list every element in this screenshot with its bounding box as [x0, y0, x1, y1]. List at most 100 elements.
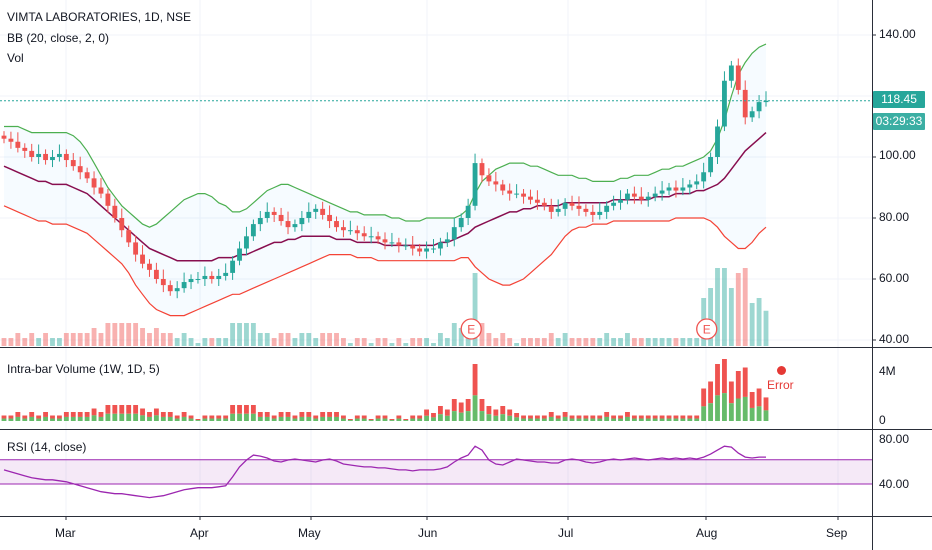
ibv-bar-sell — [541, 415, 547, 419]
volume-bar — [659, 338, 665, 346]
volume-bar — [735, 273, 741, 346]
ibv-bar-buy — [292, 418, 298, 421]
ibv-bar-buy — [368, 420, 374, 421]
ibv-bar-sell — [8, 415, 14, 419]
ibv-bar-sell — [458, 402, 464, 413]
volume-bar — [763, 310, 769, 346]
candle-body — [673, 187, 679, 191]
volume-bar — [722, 268, 727, 346]
ibv-bar-buy — [479, 411, 485, 421]
ibv-bar-sell — [271, 415, 277, 419]
ibv-bar-sell — [22, 415, 28, 419]
earnings-marker-icon[interactable]: E — [460, 318, 482, 340]
ibv-bar-sell — [98, 412, 104, 417]
ibv-bar-sell — [701, 388, 707, 407]
volume-bar — [507, 338, 513, 346]
volume-bar — [555, 338, 561, 346]
vol-legend[interactable]: Vol — [7, 51, 24, 65]
bb-legend[interactable]: BB (20, close, 2, 0) — [7, 31, 110, 45]
ibv-bar-buy — [472, 395, 478, 421]
candle-body — [749, 111, 755, 118]
ibv-bar-buy — [680, 418, 686, 421]
candle-body — [105, 193, 111, 206]
ibv-bar-sell — [604, 412, 610, 417]
volume-bar — [299, 333, 305, 346]
candle-body — [112, 205, 118, 218]
last-price-label: 118.45 — [873, 91, 925, 108]
ibv-bar-buy — [285, 416, 291, 421]
ibv-bar-sell — [437, 406, 443, 415]
rsi-line — [3, 445, 766, 499]
rsi-legend[interactable]: RSI (14, close) — [7, 440, 87, 454]
candle-body — [694, 181, 700, 185]
candle-body — [133, 242, 139, 255]
ibv-bar-sell — [250, 405, 256, 414]
countdown-label: 03:29:33 — [873, 113, 925, 130]
ibv-bar-buy — [202, 418, 208, 421]
error-text[interactable]: Error — [767, 378, 794, 392]
ibv-bar-sell — [583, 415, 589, 419]
ibv-bar-sell — [299, 412, 305, 417]
volume-bar — [562, 333, 568, 346]
candle-body — [493, 181, 499, 185]
volume-bar — [140, 328, 145, 346]
volume-bar — [133, 323, 139, 346]
ibv-bar-buy — [22, 418, 28, 421]
volume-bar — [687, 338, 693, 346]
symbol-title[interactable]: VIMTA LABORATORIES, 1D, NSE — [7, 10, 192, 24]
price-tick: 100.00 — [879, 148, 916, 162]
candle-body — [631, 193, 637, 197]
ibv-bar-sell — [403, 419, 409, 421]
ibv-bar-buy — [541, 418, 547, 421]
candle-body — [382, 239, 388, 243]
candle-body — [444, 239, 450, 243]
ibv-bar-buy — [597, 418, 603, 421]
ibv-bar-sell — [625, 412, 630, 417]
ibv-bar-buy — [590, 418, 596, 421]
candle-body — [521, 193, 526, 197]
volume-bar — [652, 338, 658, 346]
volume-bar — [382, 338, 388, 346]
ibv-bar-buy — [119, 413, 125, 421]
volume-bar — [327, 333, 333, 346]
ibv-bar-buy — [271, 418, 277, 421]
ibv-bar-sell — [472, 364, 478, 396]
ibv-bar-buy — [389, 420, 395, 421]
ibv-bar-buy — [153, 415, 159, 421]
candle-body — [1, 135, 7, 139]
ibv-bar-buy — [327, 416, 333, 421]
ibv-bar-buy — [36, 418, 42, 421]
ibv-bar-buy — [375, 418, 381, 421]
ibv-bar-sell — [756, 388, 762, 407]
volume-bar — [70, 333, 76, 346]
ibv-bar-buy — [167, 416, 173, 421]
candle-body — [645, 196, 651, 200]
volume-bar — [673, 338, 679, 346]
earnings-marker-icon[interactable]: E — [696, 318, 718, 340]
ibv-bar-buy — [188, 418, 194, 421]
volume-bar — [631, 338, 637, 346]
ibv-bar-buy — [465, 411, 471, 421]
ibv-bar-buy — [63, 416, 69, 421]
bb-lower-band — [3, 205, 767, 317]
ibv-legend[interactable]: Intra-bar Volume (1W, 1D, 5) — [7, 362, 160, 376]
candle-body — [98, 187, 104, 194]
candle-body — [431, 248, 436, 250]
ibv-bar-sell — [140, 408, 145, 416]
volume-bar — [77, 333, 83, 346]
volume-bar — [417, 338, 423, 346]
candle-body — [763, 100, 769, 103]
candle-body — [652, 193, 658, 197]
candle-body — [264, 211, 270, 218]
error-dot-icon[interactable] — [777, 366, 786, 375]
svg-text:E: E — [703, 323, 711, 337]
candle-body — [666, 187, 672, 191]
ibv-bar-buy — [514, 417, 520, 421]
ibv-bar-sell — [687, 415, 693, 419]
candle-body — [541, 202, 547, 206]
candle-body — [424, 248, 429, 252]
volume-bar — [209, 338, 215, 346]
candle-body — [91, 178, 97, 188]
ibv-bar-sell — [715, 364, 720, 396]
